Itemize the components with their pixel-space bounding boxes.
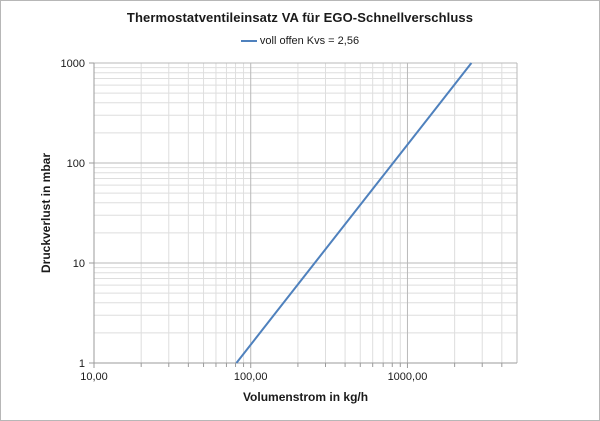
- legend: voll offen Kvs = 2,56: [1, 35, 599, 47]
- x-tick-label: 10,00: [80, 371, 108, 383]
- major-gridlines: [93, 62, 517, 364]
- y-tick-label: 1: [79, 358, 85, 370]
- axis-ticks: [89, 62, 503, 368]
- axis-lines: [93, 63, 517, 364]
- x-tick-label: 100,00: [234, 371, 268, 383]
- series-line: [235, 62, 473, 364]
- x-tick-label: 1000,00: [388, 371, 428, 383]
- y-tick-label: 100: [67, 158, 85, 170]
- tick-labels: 10,00 100,00 1000,00 1 10 100 1000: [61, 58, 428, 383]
- x-axis-title: Volumenstrom in kg/h: [243, 390, 368, 404]
- plot-border: [94, 62, 518, 363]
- legend-label: voll offen Kvs = 2,56: [259, 35, 360, 47]
- y-axis-title: Druckverlust in mbar: [39, 153, 53, 273]
- y-tick-label: 1000: [61, 58, 85, 70]
- minor-gridlines: [94, 63, 517, 363]
- chart-title: Thermostatventileinsatz VA für EGO-Schne…: [126, 10, 474, 25]
- y-tick-label: 10: [73, 258, 85, 270]
- legend-line-swatch: [240, 40, 257, 42]
